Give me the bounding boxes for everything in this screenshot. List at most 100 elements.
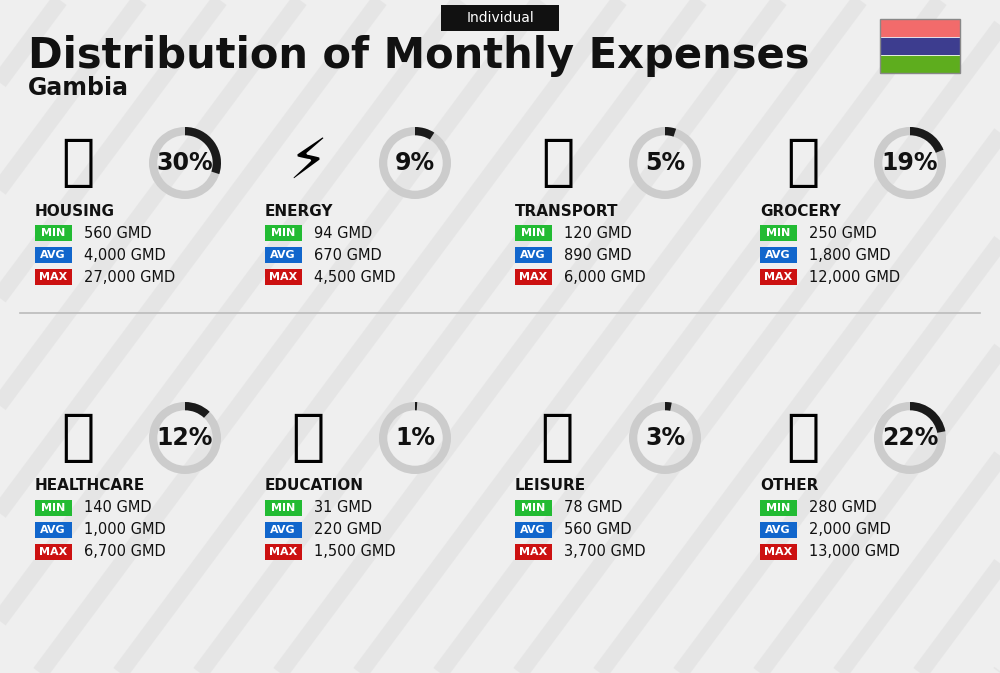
Text: 4,000 GMD: 4,000 GMD	[84, 248, 166, 262]
Text: 🛒: 🛒	[786, 136, 820, 190]
FancyBboxPatch shape	[760, 269, 796, 285]
Text: 890 GMD: 890 GMD	[564, 248, 632, 262]
FancyBboxPatch shape	[264, 522, 302, 538]
FancyBboxPatch shape	[34, 247, 72, 263]
FancyBboxPatch shape	[514, 544, 552, 560]
FancyBboxPatch shape	[264, 225, 302, 241]
Text: 78 GMD: 78 GMD	[564, 501, 622, 516]
Text: 💊: 💊	[61, 411, 95, 465]
Text: AVG: AVG	[520, 525, 546, 535]
Text: 31 GMD: 31 GMD	[314, 501, 372, 516]
FancyBboxPatch shape	[760, 225, 796, 241]
Wedge shape	[629, 402, 701, 474]
FancyBboxPatch shape	[514, 522, 552, 538]
FancyBboxPatch shape	[34, 500, 72, 516]
Text: 3%: 3%	[645, 426, 685, 450]
Text: 94 GMD: 94 GMD	[314, 225, 372, 240]
Text: MAX: MAX	[764, 547, 792, 557]
Text: MAX: MAX	[269, 547, 297, 557]
Text: MIN: MIN	[41, 503, 65, 513]
Text: 13,000 GMD: 13,000 GMD	[809, 544, 900, 559]
Text: 🛍️: 🛍️	[541, 411, 575, 465]
Text: ⚡: ⚡	[288, 136, 328, 190]
Text: 4,500 GMD: 4,500 GMD	[314, 269, 396, 285]
Text: Individual: Individual	[466, 11, 534, 25]
Text: 280 GMD: 280 GMD	[809, 501, 877, 516]
Wedge shape	[185, 402, 210, 418]
FancyBboxPatch shape	[264, 500, 302, 516]
Text: MAX: MAX	[519, 272, 547, 282]
FancyBboxPatch shape	[441, 5, 559, 31]
FancyBboxPatch shape	[760, 544, 796, 560]
FancyBboxPatch shape	[264, 269, 302, 285]
FancyBboxPatch shape	[880, 19, 960, 37]
Text: OTHER: OTHER	[760, 479, 818, 493]
Wedge shape	[665, 402, 672, 411]
Text: 27,000 GMD: 27,000 GMD	[84, 269, 175, 285]
FancyBboxPatch shape	[34, 544, 72, 560]
Text: 560 GMD: 560 GMD	[84, 225, 152, 240]
Text: MAX: MAX	[39, 272, 67, 282]
Wedge shape	[379, 127, 451, 199]
Text: MAX: MAX	[764, 272, 792, 282]
Text: 1,500 GMD: 1,500 GMD	[314, 544, 396, 559]
Text: Gambia: Gambia	[28, 76, 129, 100]
Wedge shape	[379, 402, 451, 474]
Text: AVG: AVG	[765, 525, 791, 535]
Text: AVG: AVG	[270, 525, 296, 535]
Text: 250 GMD: 250 GMD	[809, 225, 877, 240]
FancyBboxPatch shape	[514, 225, 552, 241]
FancyBboxPatch shape	[264, 247, 302, 263]
Text: MAX: MAX	[39, 547, 67, 557]
FancyBboxPatch shape	[34, 522, 72, 538]
Text: GROCERY: GROCERY	[760, 203, 841, 219]
FancyBboxPatch shape	[760, 247, 796, 263]
Text: MIN: MIN	[271, 228, 295, 238]
Wedge shape	[910, 127, 943, 153]
Wedge shape	[415, 127, 434, 139]
Text: 1%: 1%	[395, 426, 435, 450]
Wedge shape	[149, 402, 221, 474]
Text: 19%: 19%	[882, 151, 938, 175]
Wedge shape	[185, 127, 221, 174]
Text: TRANSPORT: TRANSPORT	[515, 203, 618, 219]
Wedge shape	[874, 127, 946, 199]
Text: 🏢: 🏢	[61, 136, 95, 190]
Text: Distribution of Monthly Expenses: Distribution of Monthly Expenses	[28, 35, 810, 77]
Text: 5%: 5%	[645, 151, 685, 175]
Text: MAX: MAX	[269, 272, 297, 282]
Text: 12%: 12%	[157, 426, 213, 450]
Text: 140 GMD: 140 GMD	[84, 501, 152, 516]
FancyBboxPatch shape	[34, 225, 72, 241]
FancyBboxPatch shape	[760, 500, 796, 516]
Text: 22%: 22%	[882, 426, 938, 450]
Text: 9%: 9%	[395, 151, 435, 175]
Text: 3,700 GMD: 3,700 GMD	[564, 544, 646, 559]
FancyBboxPatch shape	[514, 500, 552, 516]
Wedge shape	[415, 402, 417, 411]
Text: LEISURE: LEISURE	[515, 479, 586, 493]
FancyBboxPatch shape	[760, 522, 796, 538]
Text: AVG: AVG	[765, 250, 791, 260]
Text: 1,000 GMD: 1,000 GMD	[84, 522, 166, 538]
Text: HOUSING: HOUSING	[35, 203, 115, 219]
Text: MAX: MAX	[519, 547, 547, 557]
Text: MIN: MIN	[521, 503, 545, 513]
Text: AVG: AVG	[270, 250, 296, 260]
Text: MIN: MIN	[41, 228, 65, 238]
Text: 2,000 GMD: 2,000 GMD	[809, 522, 891, 538]
Text: 560 GMD: 560 GMD	[564, 522, 632, 538]
Text: MIN: MIN	[766, 228, 790, 238]
FancyBboxPatch shape	[514, 247, 552, 263]
FancyBboxPatch shape	[264, 544, 302, 560]
Text: 30%: 30%	[157, 151, 213, 175]
Text: AVG: AVG	[520, 250, 546, 260]
FancyBboxPatch shape	[34, 269, 72, 285]
Text: MIN: MIN	[271, 503, 295, 513]
Text: 120 GMD: 120 GMD	[564, 225, 632, 240]
Text: EDUCATION: EDUCATION	[265, 479, 364, 493]
Text: MIN: MIN	[521, 228, 545, 238]
Wedge shape	[874, 402, 946, 474]
Text: 🚌: 🚌	[541, 136, 575, 190]
Wedge shape	[629, 127, 701, 199]
